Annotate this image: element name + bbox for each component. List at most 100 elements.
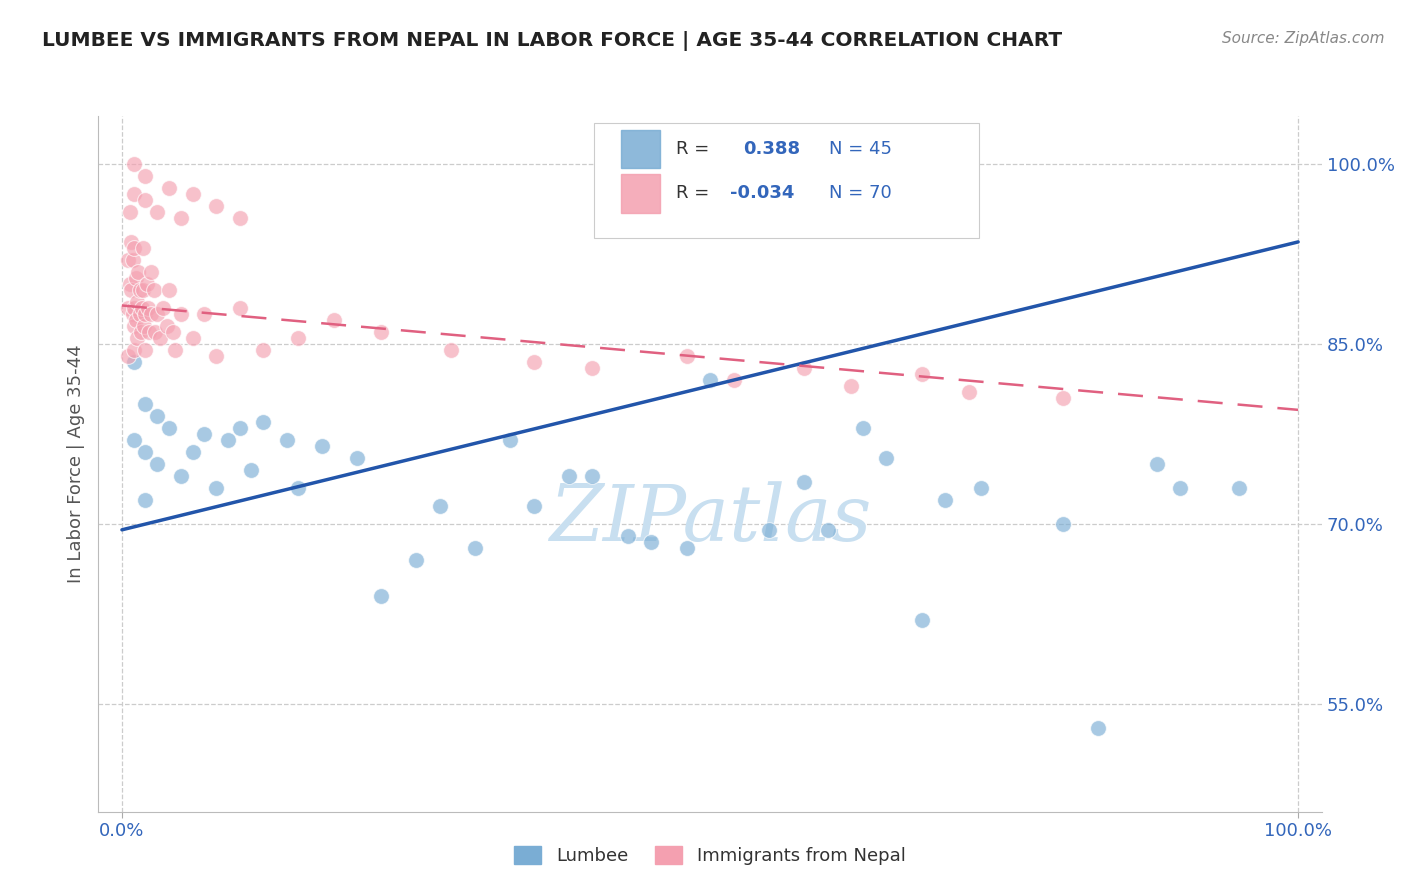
Point <box>1227 481 1250 495</box>
Point <box>134 492 156 507</box>
Text: LUMBEE VS IMMIGRANTS FROM NEPAL IN LABOR FORCE | AGE 35-44 CORRELATION CHART: LUMBEE VS IMMIGRANTS FROM NEPAL IN LABOR… <box>42 31 1063 51</box>
Point <box>969 481 991 495</box>
Point <box>240 463 263 477</box>
Point <box>122 318 145 333</box>
Point <box>322 313 344 327</box>
Point <box>699 373 721 387</box>
Point <box>162 325 184 339</box>
Point <box>228 301 250 315</box>
Point <box>146 457 169 471</box>
Point <box>117 349 139 363</box>
Point <box>346 450 368 465</box>
Point <box>205 199 228 213</box>
Point <box>163 343 186 357</box>
Point <box>122 241 145 255</box>
Point <box>499 433 522 447</box>
Point <box>170 468 193 483</box>
Text: Source: ZipAtlas.com: Source: ZipAtlas.com <box>1222 31 1385 46</box>
Bar <box>620 130 659 169</box>
Point <box>440 343 463 357</box>
Point <box>122 301 145 315</box>
Point <box>228 421 250 435</box>
Point <box>523 355 546 369</box>
Point <box>405 553 427 567</box>
Point <box>120 235 142 249</box>
Legend: Lumbee, Immigrants from Nepal: Lumbee, Immigrants from Nepal <box>508 839 912 872</box>
Text: R =: R = <box>676 140 714 158</box>
Point <box>723 373 745 387</box>
Point <box>287 331 309 345</box>
Point <box>146 409 169 423</box>
Text: N = 45: N = 45 <box>828 140 891 158</box>
Point <box>675 349 697 363</box>
Point <box>193 307 215 321</box>
Point <box>287 481 309 495</box>
Point <box>122 343 145 357</box>
Text: -0.034: -0.034 <box>730 185 794 202</box>
Point <box>157 421 180 435</box>
Point <box>758 523 780 537</box>
Point <box>141 307 163 321</box>
Point <box>135 277 157 291</box>
Point <box>252 415 274 429</box>
Point <box>170 307 193 321</box>
Point <box>875 450 897 465</box>
FancyBboxPatch shape <box>593 123 979 238</box>
Point <box>128 283 150 297</box>
Point <box>558 468 581 483</box>
Point <box>134 343 156 357</box>
Point <box>957 384 980 399</box>
Point <box>581 468 603 483</box>
Point <box>122 186 145 201</box>
Point <box>170 211 193 225</box>
Point <box>616 529 638 543</box>
Point <box>911 367 934 381</box>
Point <box>852 421 875 435</box>
Point <box>128 307 150 321</box>
Point <box>464 541 486 555</box>
Point <box>217 433 239 447</box>
Point <box>121 307 143 321</box>
Point <box>157 283 180 297</box>
Point <box>122 433 145 447</box>
Point <box>1087 721 1109 735</box>
Point <box>817 523 839 537</box>
Point <box>134 169 156 183</box>
Point <box>193 426 215 441</box>
Point <box>181 186 204 201</box>
Point <box>1052 391 1074 405</box>
Point <box>134 445 156 459</box>
Point <box>1052 516 1074 531</box>
Point <box>120 277 142 291</box>
Point <box>125 313 148 327</box>
Point <box>793 360 815 375</box>
Point <box>675 541 697 555</box>
Point <box>142 283 165 297</box>
Point <box>157 181 180 195</box>
Point <box>134 307 156 321</box>
Point <box>134 193 156 207</box>
Point <box>156 318 179 333</box>
Point <box>127 294 149 309</box>
Point <box>276 433 298 447</box>
Point <box>120 283 142 297</box>
Bar <box>620 174 659 212</box>
Point <box>911 613 934 627</box>
Point <box>149 331 172 345</box>
Point <box>131 301 153 315</box>
Point <box>125 271 148 285</box>
Point <box>134 397 156 411</box>
Point <box>146 205 169 219</box>
Point <box>132 283 155 297</box>
Point <box>640 534 662 549</box>
Text: N = 70: N = 70 <box>828 185 891 202</box>
Point <box>205 349 228 363</box>
Point <box>181 445 204 459</box>
Point <box>581 360 603 375</box>
Point <box>129 325 152 339</box>
Point <box>117 252 139 267</box>
Point <box>143 325 166 339</box>
Point <box>121 252 143 267</box>
Point <box>141 265 163 279</box>
Point <box>934 492 956 507</box>
